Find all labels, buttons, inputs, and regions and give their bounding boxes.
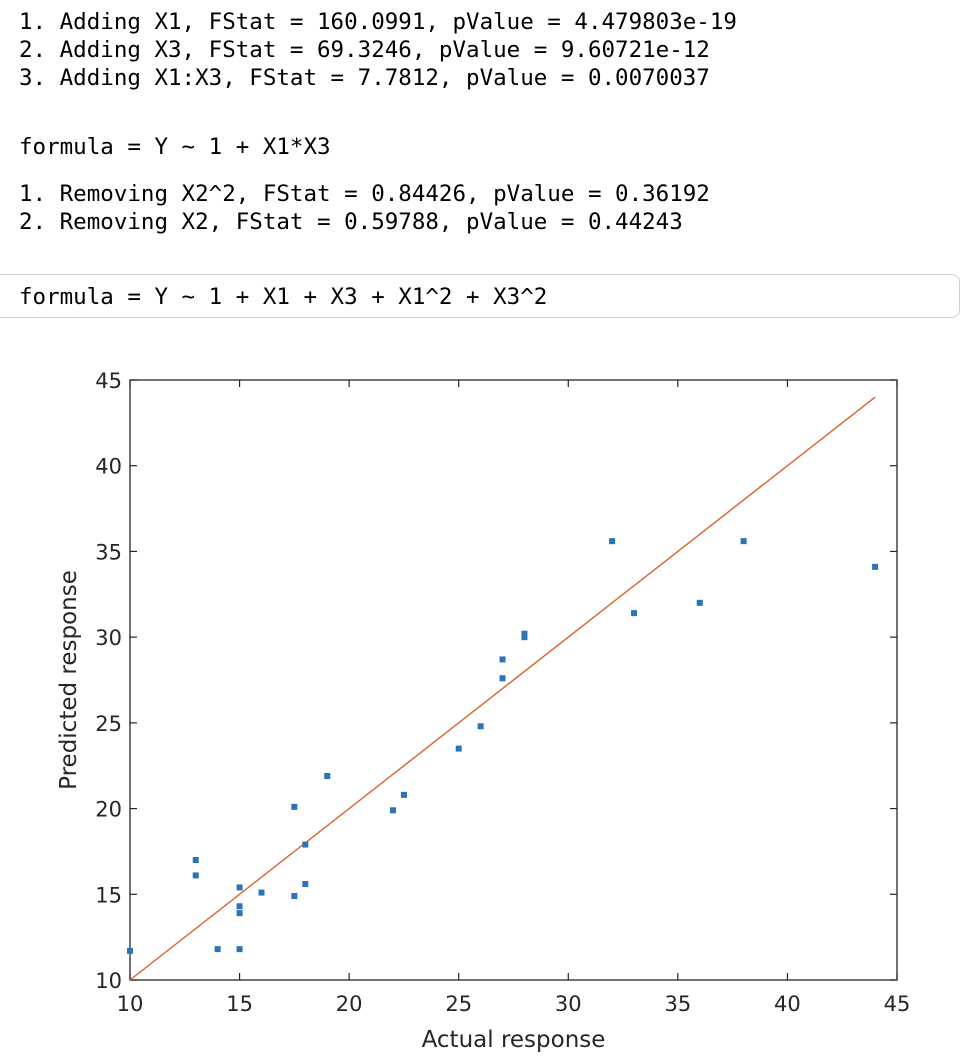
data-point [302, 881, 309, 887]
data-point [192, 872, 199, 879]
data-point [521, 634, 528, 641]
x-tick-label: 20 [336, 992, 363, 1016]
data-point [324, 773, 331, 779]
data-point [631, 610, 638, 617]
data-point [127, 947, 133, 954]
data-point [477, 723, 484, 730]
data-point [258, 889, 265, 896]
y-tick-label: 40 [95, 455, 122, 479]
x-tick-label: 30 [555, 992, 582, 1016]
axes-box [129, 379, 898, 981]
y-tick-label: 35 [95, 540, 122, 564]
data-point [192, 857, 199, 863]
figure-background [0, 330, 962, 1062]
data-points [127, 538, 879, 954]
data-point [302, 841, 309, 848]
x-tick-label: 35 [664, 992, 691, 1016]
x-tick-label: 10 [117, 992, 144, 1016]
tick-marks [129, 379, 898, 981]
add-step-1: 1. Adding X1, FStat = 160.0991, pValue =… [19, 9, 737, 35]
y-tick-labels: 10 15 20 25 30 35 40 45 [95, 369, 122, 993]
y-tick-label: 20 [95, 798, 122, 822]
y-tick-label: 45 [95, 369, 122, 393]
data-point [455, 745, 462, 752]
remove-step-1: 1. Removing X2^2, FStat = 0.84426, pValu… [19, 181, 710, 207]
y-tick-label: 30 [95, 626, 122, 650]
data-point [236, 903, 243, 910]
data-point [389, 807, 396, 814]
data-point [236, 884, 243, 891]
data-point [291, 803, 298, 810]
data-point [499, 656, 506, 663]
data-point [521, 630, 528, 637]
reference-line [129, 396, 876, 981]
formula-line-2: formula = Y ~ 1 + X1 + X3 + X1^2 + X3^2 [19, 284, 548, 310]
x-tick-label: 40 [774, 992, 801, 1016]
y-tick-label: 10 [95, 969, 122, 993]
add-step-2: 2. Adding X3, FStat = 69.3246, pValue = … [19, 37, 710, 63]
x-tick-label: 15 [226, 992, 253, 1016]
add-step-3: 3. Adding X1:X3, FStat = 7.7812, pValue … [19, 65, 710, 91]
formula-line-1: formula = Y ~ 1 + X1*X3 [19, 134, 331, 160]
y-axis-label: Predicted response [56, 570, 82, 790]
formula-result-box [0, 274, 960, 318]
data-point [740, 538, 747, 545]
x-tick-label: 45 [884, 992, 911, 1016]
remove-step-2: 2. Removing X2, FStat = 0.59788, pValue … [19, 209, 683, 235]
data-point [400, 791, 407, 798]
data-point [872, 563, 879, 570]
y-tick-label: 25 [95, 712, 122, 736]
data-point [236, 910, 243, 917]
data-point [609, 538, 616, 545]
data-point [499, 675, 506, 682]
data-point [214, 946, 221, 953]
scatter-figure: 10 15 20 25 30 35 40 45 10 15 20 25 30 35 40 45 Actual… [0, 330, 962, 1062]
x-tick-labels: 10 15 20 25 30 35 40 45 [117, 992, 911, 1016]
y-tick-label: 15 [95, 883, 122, 907]
x-axis-label: Actual response [422, 1027, 606, 1053]
data-point [236, 946, 243, 953]
data-point [696, 599, 703, 606]
x-tick-label: 25 [445, 992, 472, 1016]
data-point [291, 893, 298, 899]
